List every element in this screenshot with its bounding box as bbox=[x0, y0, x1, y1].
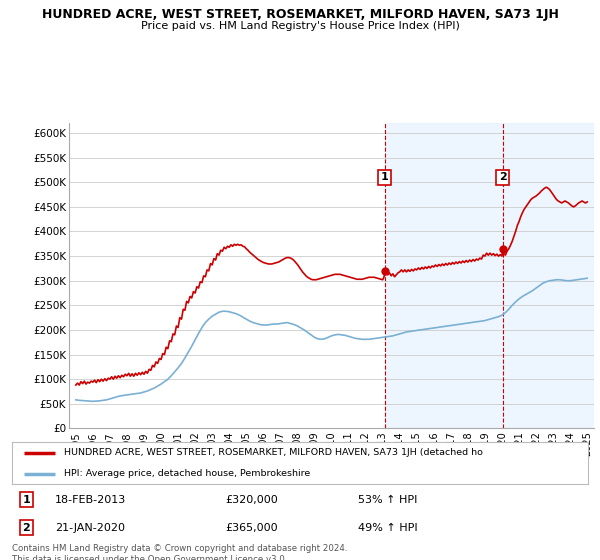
Text: 1: 1 bbox=[23, 494, 30, 505]
Text: HPI: Average price, detached house, Pembrokeshire: HPI: Average price, detached house, Pemb… bbox=[64, 469, 310, 478]
Text: £365,000: £365,000 bbox=[225, 522, 278, 533]
Text: 1: 1 bbox=[381, 172, 389, 183]
Text: Price paid vs. HM Land Registry's House Price Index (HPI): Price paid vs. HM Land Registry's House … bbox=[140, 21, 460, 31]
Text: 2: 2 bbox=[499, 172, 506, 183]
Text: 53% ↑ HPI: 53% ↑ HPI bbox=[358, 494, 417, 505]
Text: 2: 2 bbox=[23, 522, 30, 533]
Text: 21-JAN-2020: 21-JAN-2020 bbox=[55, 522, 125, 533]
Text: Contains HM Land Registry data © Crown copyright and database right 2024.
This d: Contains HM Land Registry data © Crown c… bbox=[12, 544, 347, 560]
Bar bbox=[385, 123, 594, 428]
Text: HUNDRED ACRE, WEST STREET, ROSEMARKET, MILFORD HAVEN, SA73 1JH: HUNDRED ACRE, WEST STREET, ROSEMARKET, M… bbox=[41, 8, 559, 21]
Text: HUNDRED ACRE, WEST STREET, ROSEMARKET, MILFORD HAVEN, SA73 1JH (detached ho: HUNDRED ACRE, WEST STREET, ROSEMARKET, M… bbox=[64, 449, 483, 458]
Text: 18-FEB-2013: 18-FEB-2013 bbox=[55, 494, 127, 505]
Text: £320,000: £320,000 bbox=[225, 494, 278, 505]
Text: 49% ↑ HPI: 49% ↑ HPI bbox=[358, 522, 417, 533]
